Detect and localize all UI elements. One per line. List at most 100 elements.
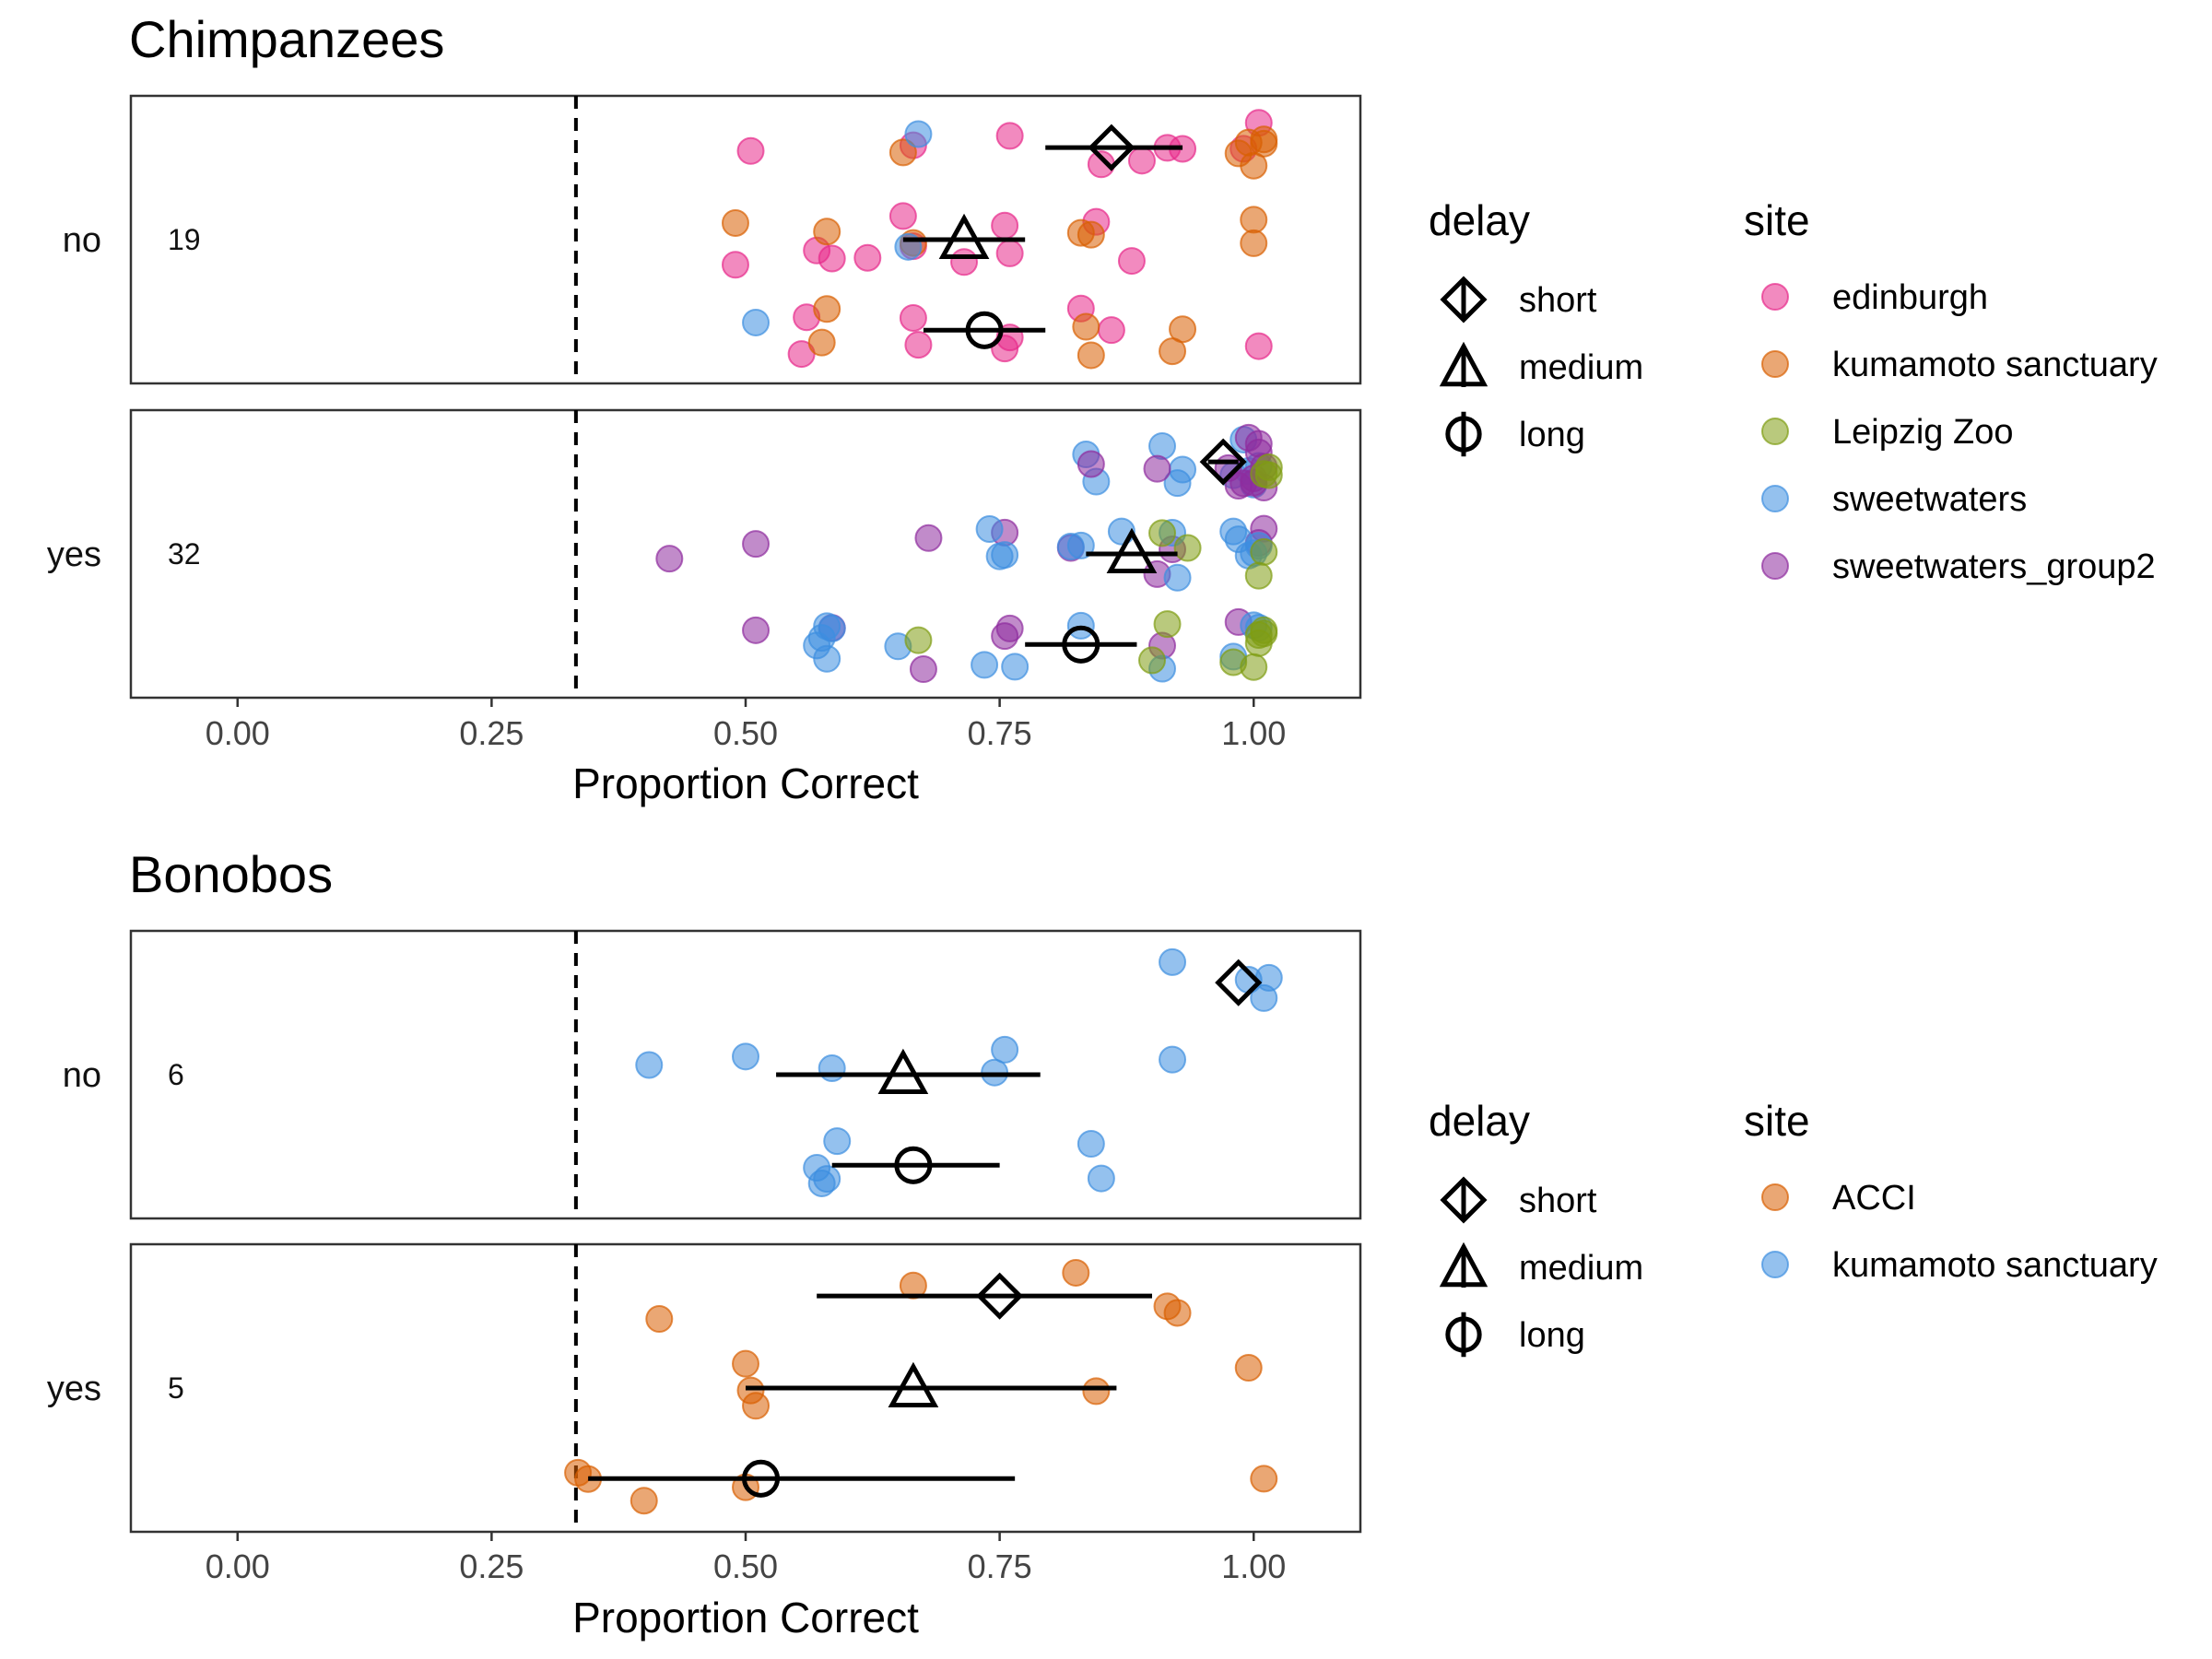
legend-entry-leipzig-zoo: Leipzig Zoo bbox=[1832, 413, 2013, 452]
data-point-sweetwaters-group2 bbox=[995, 614, 1024, 642]
x-tick-label: 1.00 bbox=[1221, 714, 1286, 752]
data-point-edinburgh bbox=[1127, 147, 1156, 175]
facet-label: yes bbox=[47, 535, 101, 574]
mean-marker-long bbox=[894, 1146, 933, 1184]
data-point-edinburgh bbox=[1244, 332, 1273, 360]
data-point-sweetwaters bbox=[1001, 653, 1030, 681]
data-point-sweetwaters bbox=[742, 308, 771, 336]
data-point-sweetwaters bbox=[813, 644, 841, 673]
count-label: 19 bbox=[168, 223, 201, 256]
facet-panel-yes: yes 32 bbox=[47, 408, 1362, 700]
x-tick-label: 0.00 bbox=[206, 714, 270, 752]
mean-marker-long bbox=[965, 311, 1004, 349]
data-point-kumamoto-sanctuary bbox=[1077, 341, 1105, 370]
legend-key-sweetwaters-group2 bbox=[1761, 552, 1789, 580]
data-point-kumamoto-sanctuary bbox=[721, 208, 749, 237]
facet-panel-yes: yes 5 bbox=[47, 1242, 1362, 1534]
legend-entry-sweetwaters: sweetwaters bbox=[1832, 480, 2027, 519]
x-axis-label: Proportion Correct bbox=[572, 759, 919, 807]
data-point-edinburgh bbox=[853, 243, 882, 272]
data-point-acci bbox=[1082, 1377, 1111, 1406]
legend-entry-medium: medium bbox=[1519, 348, 1643, 387]
count-label: 6 bbox=[168, 1058, 184, 1091]
count-label: 32 bbox=[168, 537, 201, 571]
legend-entry-edinburgh: edinburgh bbox=[1832, 278, 1988, 317]
data-point-edinburgh bbox=[1097, 316, 1125, 345]
legend: delay short medium long site edinburgh kumamot… bbox=[1429, 196, 2158, 586]
data-point-kumamoto-sanctuary bbox=[1087, 1164, 1115, 1193]
legend-entry-short: short bbox=[1519, 281, 1597, 320]
data-point-kumamoto-sanctuary bbox=[1240, 206, 1268, 234]
data-point-kumamoto-sanctuary bbox=[818, 1054, 846, 1083]
x-tick-label: 1.00 bbox=[1221, 1547, 1286, 1585]
data-point-kumamoto-sanctuary bbox=[813, 218, 841, 246]
facet-label: no bbox=[63, 1056, 101, 1095]
data-point-kumamoto-sanctuary bbox=[1169, 315, 1197, 344]
mean-marker-medium bbox=[938, 213, 990, 259]
legend-title-delay: delay bbox=[1429, 196, 1530, 244]
facet-panel-no: no 6 bbox=[63, 929, 1362, 1220]
data-point-kumamoto-sanctuary bbox=[1159, 947, 1187, 976]
chimpanzees-chart: Chimpanzees no 19 yes 32 0.00 0.25 0.50 0.75 1.00… bbox=[47, 10, 2158, 807]
legend-key-acci bbox=[1761, 1183, 1789, 1211]
data-point-edinburgh bbox=[995, 239, 1024, 267]
data-point-kumamoto-sanctuary bbox=[991, 1035, 1019, 1064]
data-point-leipzig-zoo bbox=[1254, 461, 1283, 489]
data-point-sweetwaters bbox=[1163, 563, 1192, 592]
legend-entry-long: long bbox=[1519, 416, 1585, 454]
legend-key-edinburgh bbox=[1761, 283, 1789, 311]
legend-title-site: site bbox=[1744, 1097, 1810, 1145]
mean-marker-long bbox=[741, 1459, 781, 1498]
panel-border bbox=[129, 929, 1362, 1220]
legend-entry-long: long bbox=[1519, 1316, 1585, 1355]
legend-entry-sweetwaters-group2: sweetwaters_group2 bbox=[1832, 547, 2156, 586]
data-point-sweetwaters bbox=[1169, 455, 1197, 484]
data-point-edinburgh bbox=[995, 122, 1024, 150]
mean-marker-short bbox=[1199, 438, 1247, 486]
legend-key-leipzig-zoo bbox=[1761, 418, 1789, 445]
data-point-edinburgh bbox=[950, 248, 979, 276]
legend-entry-medium: medium bbox=[1519, 1249, 1643, 1288]
legend-entry-short: short bbox=[1519, 1182, 1597, 1220]
mean-marker-long bbox=[1062, 625, 1100, 664]
data-point-sweetwaters-group2 bbox=[742, 530, 771, 559]
legend-key-short bbox=[1440, 1176, 1488, 1224]
data-point-edinburgh bbox=[991, 211, 1019, 240]
legend-key-short bbox=[1440, 276, 1488, 324]
mean-marker-short bbox=[976, 1272, 1024, 1320]
data-point-leipzig-zoo bbox=[1153, 610, 1182, 639]
x-tick-label: 0.25 bbox=[459, 714, 524, 752]
x-tick-label: 0.75 bbox=[968, 1547, 1032, 1585]
mean-marker-medium bbox=[888, 1361, 939, 1407]
legend-entry-acci: ACCI bbox=[1832, 1179, 1916, 1218]
data-point-sweetwaters bbox=[971, 651, 999, 679]
chart-title: Chimpanzees bbox=[129, 10, 444, 68]
data-point-leipzig-zoo bbox=[1148, 519, 1177, 547]
x-tick-label: 0.50 bbox=[713, 1547, 778, 1585]
legend-key-kumamoto-sanctuary bbox=[1761, 350, 1789, 378]
data-point-edinburgh bbox=[736, 136, 765, 165]
x-tick-label: 0.50 bbox=[713, 714, 778, 752]
data-point-acci bbox=[1163, 1299, 1192, 1327]
facet-panel-no: no 19 bbox=[63, 94, 1362, 385]
legend-entry-kumamoto-sanctuary: kumamoto sanctuary bbox=[1832, 346, 2158, 384]
data-point-acci bbox=[645, 1305, 674, 1334]
data-point-sweetwaters-group2 bbox=[1077, 450, 1105, 478]
data-point-sweetwaters-group2 bbox=[909, 655, 937, 684]
data-point-edinburgh bbox=[721, 251, 749, 279]
data-point-leipzig-zoo bbox=[904, 626, 933, 654]
legend-key-medium bbox=[1439, 1241, 1488, 1288]
data-point-acci bbox=[899, 1271, 927, 1300]
data-point-leipzig-zoo bbox=[1240, 653, 1268, 681]
data-point-kumamoto-sanctuary bbox=[1254, 963, 1283, 992]
data-point-edinburgh bbox=[818, 244, 846, 273]
count-label: 5 bbox=[168, 1371, 184, 1405]
data-point-kumamoto-sanctuary bbox=[635, 1051, 664, 1079]
facet-label: yes bbox=[47, 1370, 101, 1408]
legend-key-medium bbox=[1439, 341, 1488, 387]
data-point-kumamoto-sanctuary bbox=[807, 328, 836, 357]
data-point-edinburgh bbox=[1117, 247, 1146, 276]
data-point-sweetwaters-group2 bbox=[1244, 429, 1273, 458]
data-point-leipzig-zoo bbox=[1173, 534, 1202, 562]
